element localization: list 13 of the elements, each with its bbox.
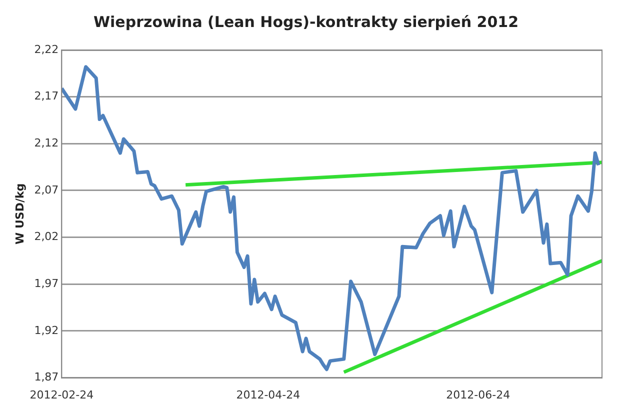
chart-title: Wieprzowina (Lean Hogs)-kontrakty sierpień 2012 — [93, 12, 519, 31]
y-tick-label: 2,17 — [34, 90, 59, 103]
y-tick-label: 2,02 — [34, 230, 59, 244]
y-tick-label: 2,07 — [34, 183, 59, 196]
y-tick-label: 1,97 — [34, 277, 59, 290]
y-axis-title: W USD/kg — [13, 183, 26, 244]
y-tick-label: 2,12 — [34, 136, 59, 150]
x-tick-label: 2012-06-24 — [446, 388, 510, 402]
y-tick-label: 2,22 — [34, 42, 59, 56]
y-tick-label: 1,87 — [34, 370, 59, 384]
x-tick-label: 2012-02-24 — [30, 388, 94, 402]
y-tick-label: 1,92 — [34, 324, 59, 337]
x-tick-label: 2012-04-24 — [236, 388, 300, 402]
